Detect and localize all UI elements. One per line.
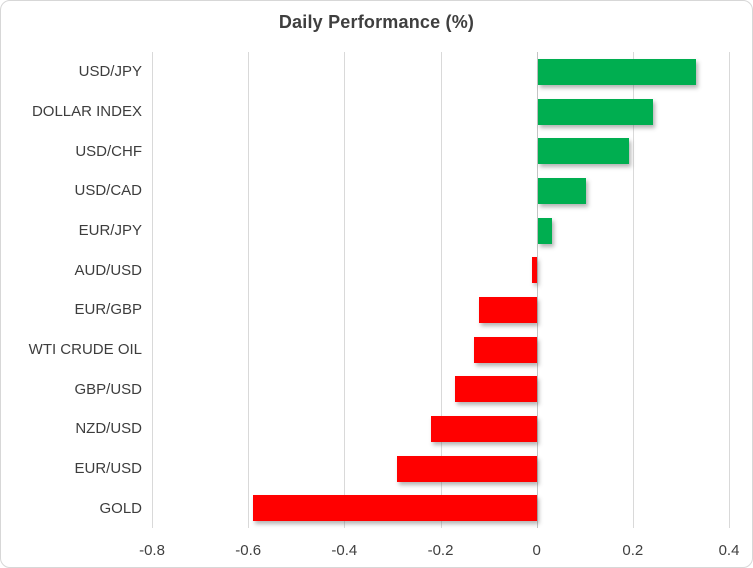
- category-label-gold: GOLD: [99, 499, 142, 517]
- bar-gold: [253, 495, 537, 522]
- x-tick-label-0.2: 0.2: [622, 542, 644, 559]
- category-label-usd-jpy: USD/JPY: [78, 63, 142, 81]
- bar-gbp-usd: [454, 376, 537, 403]
- category-label-wti-crude-oil: WTI CRUDE OIL: [28, 341, 142, 359]
- chart-title: Daily Performance (%): [278, 12, 475, 32]
- category-label-eur-gbp: EUR/GBP: [74, 301, 142, 319]
- category-label-aud-usd: AUD/USD: [74, 261, 142, 279]
- bar-eur-gbp: [479, 296, 537, 323]
- category-label-usd-chf: USD/CHF: [75, 142, 142, 160]
- gridline--0.8: [152, 52, 153, 528]
- bar-eur-usd: [397, 455, 537, 482]
- gridline--0.4: [344, 52, 346, 528]
- bar-aud-usd: [531, 257, 537, 284]
- category-label-nzd-usd: NZD/USD: [75, 420, 142, 438]
- x-tick-label--0.2: -0.2: [427, 542, 454, 559]
- category-axis: USD/JPY DOLLAR INDEX USD/CHF USD/CAD EUR/JPY…: [1, 52, 142, 528]
- plot-area: [152, 52, 730, 528]
- x-tick-label-0.4: 0.4: [718, 542, 740, 559]
- category-label-gbp-usd: GBP/USD: [74, 380, 142, 398]
- bar-usd-cad: [537, 177, 586, 204]
- bar-wti-crude-oil: [474, 336, 537, 363]
- zero-gridline: [536, 52, 538, 528]
- bar-nzd-usd: [430, 415, 537, 442]
- bar-dollar-index: [537, 98, 654, 125]
- gridline-0.4: [729, 52, 730, 528]
- x-tick-label--0.6: -0.6: [235, 542, 262, 559]
- bar-eur-jpy: [537, 217, 553, 244]
- category-label-eur-usd: EUR/USD: [74, 460, 142, 478]
- gridline-0.2: [632, 52, 634, 528]
- gridline--0.6: [248, 52, 250, 528]
- x-tick-label--0.4: -0.4: [331, 542, 358, 559]
- category-label-eur-jpy: EUR/JPY: [78, 222, 142, 240]
- x-tick-label--0.8: -0.8: [139, 542, 165, 559]
- category-label-usd-cad: USD/CAD: [74, 182, 142, 200]
- gridline--0.2: [440, 52, 442, 528]
- bar-usd-chf: [537, 138, 630, 165]
- bar-usd-jpy: [537, 58, 697, 85]
- x-tick-label-0: 0: [532, 542, 541, 559]
- category-label-dollar-index: DOLLAR INDEX: [31, 103, 142, 121]
